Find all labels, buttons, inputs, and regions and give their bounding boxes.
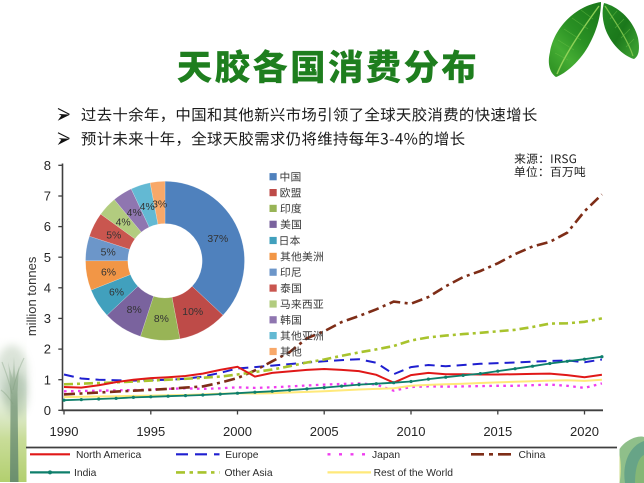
- svg-text:Rest of the World: Rest of the World: [374, 468, 454, 479]
- svg-text:10%: 10%: [182, 307, 203, 318]
- svg-text:4%: 4%: [116, 217, 131, 228]
- svg-text:2005: 2005: [310, 424, 339, 439]
- svg-text:5%: 5%: [101, 248, 116, 259]
- svg-text:8%: 8%: [154, 314, 169, 325]
- svg-text:2010: 2010: [397, 424, 426, 439]
- svg-text:North America: North America: [76, 450, 142, 461]
- svg-text:Other Asia: Other Asia: [225, 468, 273, 479]
- svg-text:7: 7: [44, 189, 51, 204]
- svg-text:1: 1: [44, 372, 51, 387]
- svg-text:8%: 8%: [127, 305, 142, 316]
- svg-text:4: 4: [44, 280, 51, 295]
- svg-text:37%: 37%: [207, 234, 228, 245]
- svg-text:India: India: [74, 468, 97, 479]
- svg-text:6%: 6%: [101, 268, 116, 279]
- svg-text:1990: 1990: [50, 424, 79, 439]
- svg-text:5: 5: [44, 250, 51, 265]
- svg-text:8: 8: [44, 158, 51, 173]
- svg-text:3: 3: [44, 311, 51, 326]
- svg-text:5%: 5%: [106, 231, 121, 242]
- svg-text:4%: 4%: [127, 208, 142, 219]
- svg-text:6%: 6%: [109, 288, 124, 299]
- svg-text:0: 0: [44, 403, 51, 418]
- svg-text:China: China: [519, 450, 546, 461]
- svg-text:2000: 2000: [223, 424, 252, 439]
- svg-text:3%: 3%: [152, 200, 167, 211]
- svg-text:2: 2: [44, 342, 51, 357]
- svg-text:Japan: Japan: [372, 450, 400, 461]
- svg-text:1995: 1995: [136, 424, 165, 439]
- svg-text:6: 6: [44, 219, 51, 234]
- svg-text:4%: 4%: [140, 202, 155, 213]
- svg-text:million tonnes: million tonnes: [24, 256, 39, 336]
- svg-text:Europe: Europe: [225, 450, 258, 461]
- svg-text:2020: 2020: [570, 424, 599, 439]
- svg-text:2015: 2015: [483, 424, 512, 439]
